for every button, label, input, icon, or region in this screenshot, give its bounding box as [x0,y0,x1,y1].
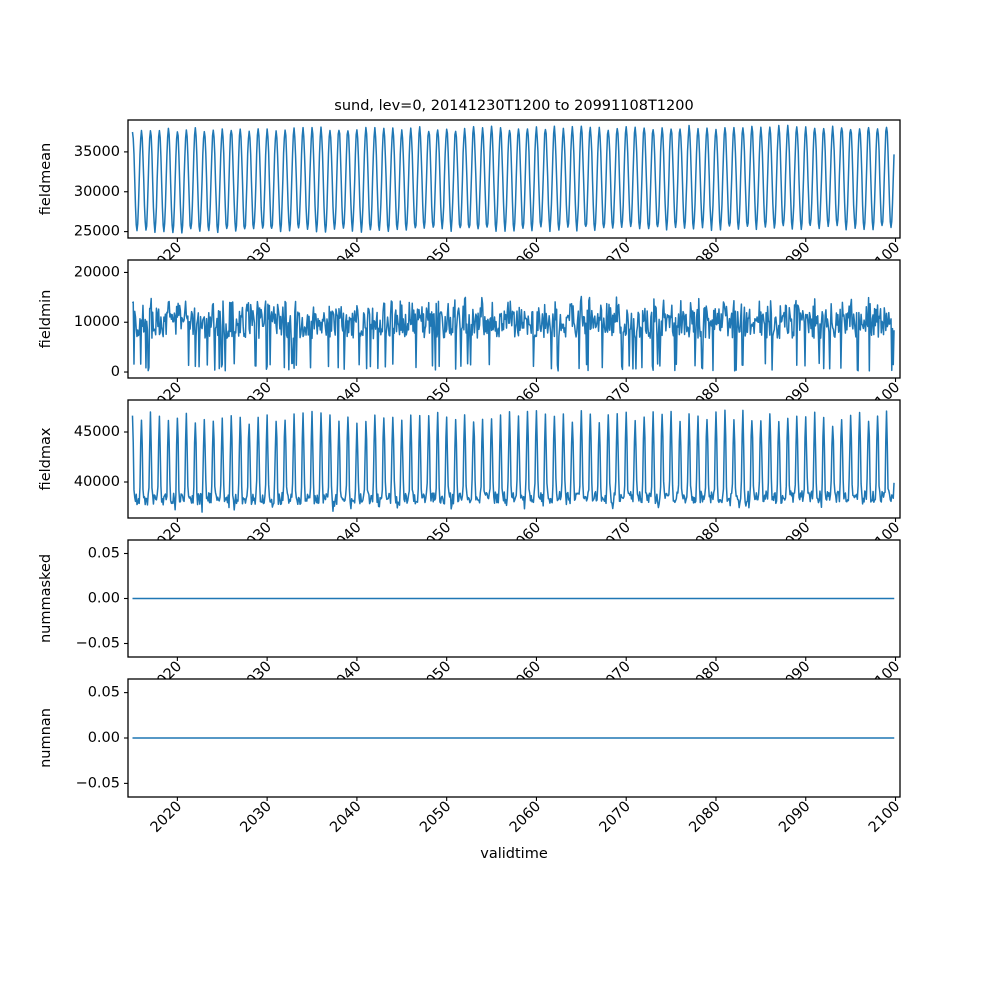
y-tick-label: 45000 [74,424,120,440]
series-line-fieldmin [131,295,895,372]
y-tick-label: 0.05 [88,685,120,701]
y-tick-label: 0.05 [88,546,120,562]
y-tick-label: −0.05 [76,636,120,652]
y-tick-label: 30000 [74,184,120,200]
figure-title: sund, lev=0, 20141230T1200 to 20991108T1… [334,98,693,114]
subplot-group: 2020 2030 2040 2050 2060 2070 2080 2090 21002500… [0,119,1000,1000]
y-tick-label: 25000 [74,224,120,240]
y-tick-label: −0.05 [76,775,120,791]
y-axis-label-numnan: numnan [38,708,54,768]
y-axis-label-nummasked: nummasked [38,554,54,643]
y-tick-label: 20000 [74,264,120,280]
x-axis-label: validtime [480,846,548,862]
series-line-fieldmax [131,409,895,513]
axes-frame [127,119,901,239]
axes-frame [127,399,901,519]
y-tick-label: 40000 [74,474,120,490]
y-tick-label: 10000 [74,314,120,330]
y-tick-label: 0 [111,364,120,380]
y-axis-label-fieldmin: fieldmin [38,290,54,349]
y-axis-label-fieldmean: fieldmean [38,143,54,215]
axes-frame [127,259,901,379]
y-axis-label-fieldmax: fieldmax [38,427,54,490]
y-tick-label: 0.00 [88,591,120,607]
subplot-nummasked: 2020 2030 2040 2050 2060 2070 2080 2090 2100−0.0… [0,539,1000,1000]
series-line-fieldmean [131,124,895,234]
y-tick-label: 0.00 [88,730,120,746]
y-tick-label: 35000 [74,144,120,160]
